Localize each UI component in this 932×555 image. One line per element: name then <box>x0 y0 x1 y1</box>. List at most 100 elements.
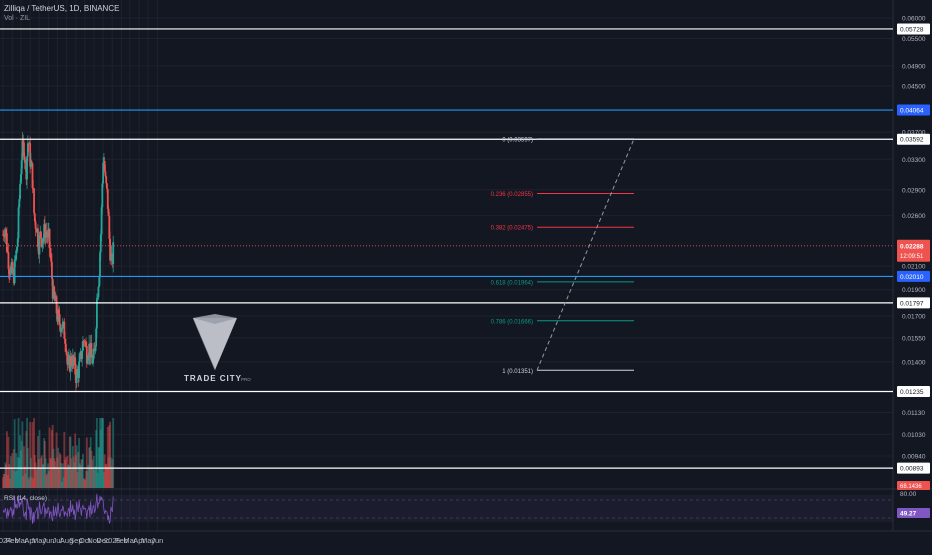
candle-body <box>97 286 100 298</box>
volume-bar <box>23 466 26 488</box>
volume-bar <box>102 418 105 488</box>
volume-bar <box>49 457 52 488</box>
volume-bar <box>54 461 56 488</box>
level-price-label: 0.04064 <box>900 108 924 115</box>
watermark-logo-top-icon <box>193 314 237 324</box>
candle-body <box>83 341 86 343</box>
volume-bar <box>74 433 77 488</box>
volume-bar <box>5 431 8 488</box>
volume-bar <box>35 469 38 488</box>
candle-body <box>30 161 32 167</box>
volume-bar <box>40 457 42 488</box>
y-axis-tick-label: 0.01550 <box>902 335 926 342</box>
candle-body <box>66 355 69 365</box>
candle-body <box>63 321 66 339</box>
candle-body <box>38 234 41 255</box>
candle-body <box>70 356 73 365</box>
candle-body <box>106 183 108 189</box>
candle-body <box>78 356 81 362</box>
candle-body <box>96 297 99 299</box>
level-price-label: 0.00893 <box>900 466 924 473</box>
x-axis-tick-label: Dec <box>96 536 110 545</box>
volume-bar <box>27 479 30 488</box>
level-price-label: 0.01235 <box>900 389 924 396</box>
volume-bar <box>101 418 104 488</box>
fib-level-label: 0.786 (0.01666) <box>491 319 533 325</box>
volume-bar <box>39 468 42 488</box>
candle-body <box>86 360 89 364</box>
volume-bar <box>75 445 78 488</box>
volume-bar <box>64 456 67 488</box>
x-axis-tick-label: Nov <box>87 536 101 545</box>
volume-bar <box>69 436 72 488</box>
volume-bar <box>10 467 13 488</box>
candle-body <box>33 188 35 214</box>
candle-body <box>102 162 105 184</box>
candle-body <box>40 238 43 247</box>
x-axis-tick-label: Oct <box>79 536 92 545</box>
volume-bar <box>33 418 35 488</box>
candle-body <box>9 266 12 275</box>
volume-bar <box>63 431 66 488</box>
x-axis-tick-label: 2024 <box>0 536 11 545</box>
y-axis-tick-label: 0.01030 <box>902 432 926 439</box>
candle-body <box>49 248 52 256</box>
volume-bar <box>23 446 25 488</box>
candle-body <box>92 358 94 364</box>
x-axis-tick-label: Mar <box>123 536 136 545</box>
volume-bar <box>68 465 70 488</box>
volume-bar <box>9 456 12 488</box>
volume-bar <box>30 457 32 488</box>
candle-body <box>64 338 66 344</box>
volume-bar <box>83 478 86 488</box>
watermark-logo-edge <box>192 317 216 371</box>
volume-bar <box>8 464 11 488</box>
candle-body <box>112 242 115 265</box>
volume-bar <box>85 437 88 488</box>
volume-bar <box>2 473 5 488</box>
y-axis-tick-label: 0.04900 <box>902 63 926 70</box>
volume-bar <box>9 478 11 488</box>
candle-body <box>67 360 70 365</box>
candle-body <box>55 296 58 314</box>
level-price-label: 0.01797 <box>900 300 924 307</box>
volume-bar <box>105 463 108 488</box>
volume-bar <box>84 479 87 488</box>
candle-body <box>82 341 84 351</box>
volume-bar <box>43 438 46 488</box>
candle-body <box>44 224 46 239</box>
x-axis-tick-label: Jul <box>53 536 63 545</box>
candle-body <box>109 253 112 261</box>
volume-bar <box>112 418 115 488</box>
y-axis-tick-label: 0.00940 <box>902 454 926 461</box>
volume-bar <box>51 424 54 488</box>
candle-body <box>104 171 107 177</box>
volume-bar <box>110 466 113 488</box>
level-price-tag <box>897 133 930 145</box>
volume-bar <box>53 458 56 488</box>
y-axis-tick-label: 0.01900 <box>902 287 926 294</box>
candle-body <box>44 231 47 239</box>
y-axis-tick-label: 0.05500 <box>902 36 926 43</box>
candle-body <box>8 269 11 274</box>
volume-bar <box>14 471 17 488</box>
level-price-tag <box>897 270 930 282</box>
y-axis-tick-label: 0.01400 <box>902 359 926 366</box>
x-axis-tick-label: Jun <box>151 536 163 545</box>
candle-body <box>58 314 61 325</box>
volume-bar <box>18 457 21 488</box>
volume-bar <box>71 446 74 488</box>
candle-body <box>107 208 110 217</box>
x-axis-tick-label: Feb <box>115 536 128 545</box>
bar-countdown-label: 12:09:51 <box>900 254 924 260</box>
candle-body <box>5 229 8 234</box>
volume-bar <box>19 435 21 488</box>
volume-bar <box>16 470 18 488</box>
symbol-title[interactable]: Zilliqa / TetherUS, 1D, BINANCE <box>4 4 120 13</box>
volume-bar <box>73 462 76 488</box>
volume-bar <box>31 422 34 488</box>
candle-body <box>50 261 53 279</box>
candle-body <box>109 238 112 261</box>
